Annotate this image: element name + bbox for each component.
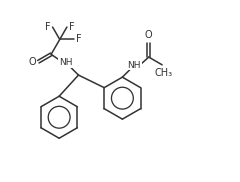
Text: O: O	[29, 57, 36, 67]
Text: F: F	[76, 34, 82, 44]
Text: O: O	[145, 30, 153, 40]
Text: NH: NH	[128, 61, 141, 70]
Text: CH₃: CH₃	[154, 68, 172, 78]
Text: F: F	[45, 22, 51, 32]
Text: NH: NH	[59, 58, 72, 67]
Text: F: F	[69, 22, 74, 32]
